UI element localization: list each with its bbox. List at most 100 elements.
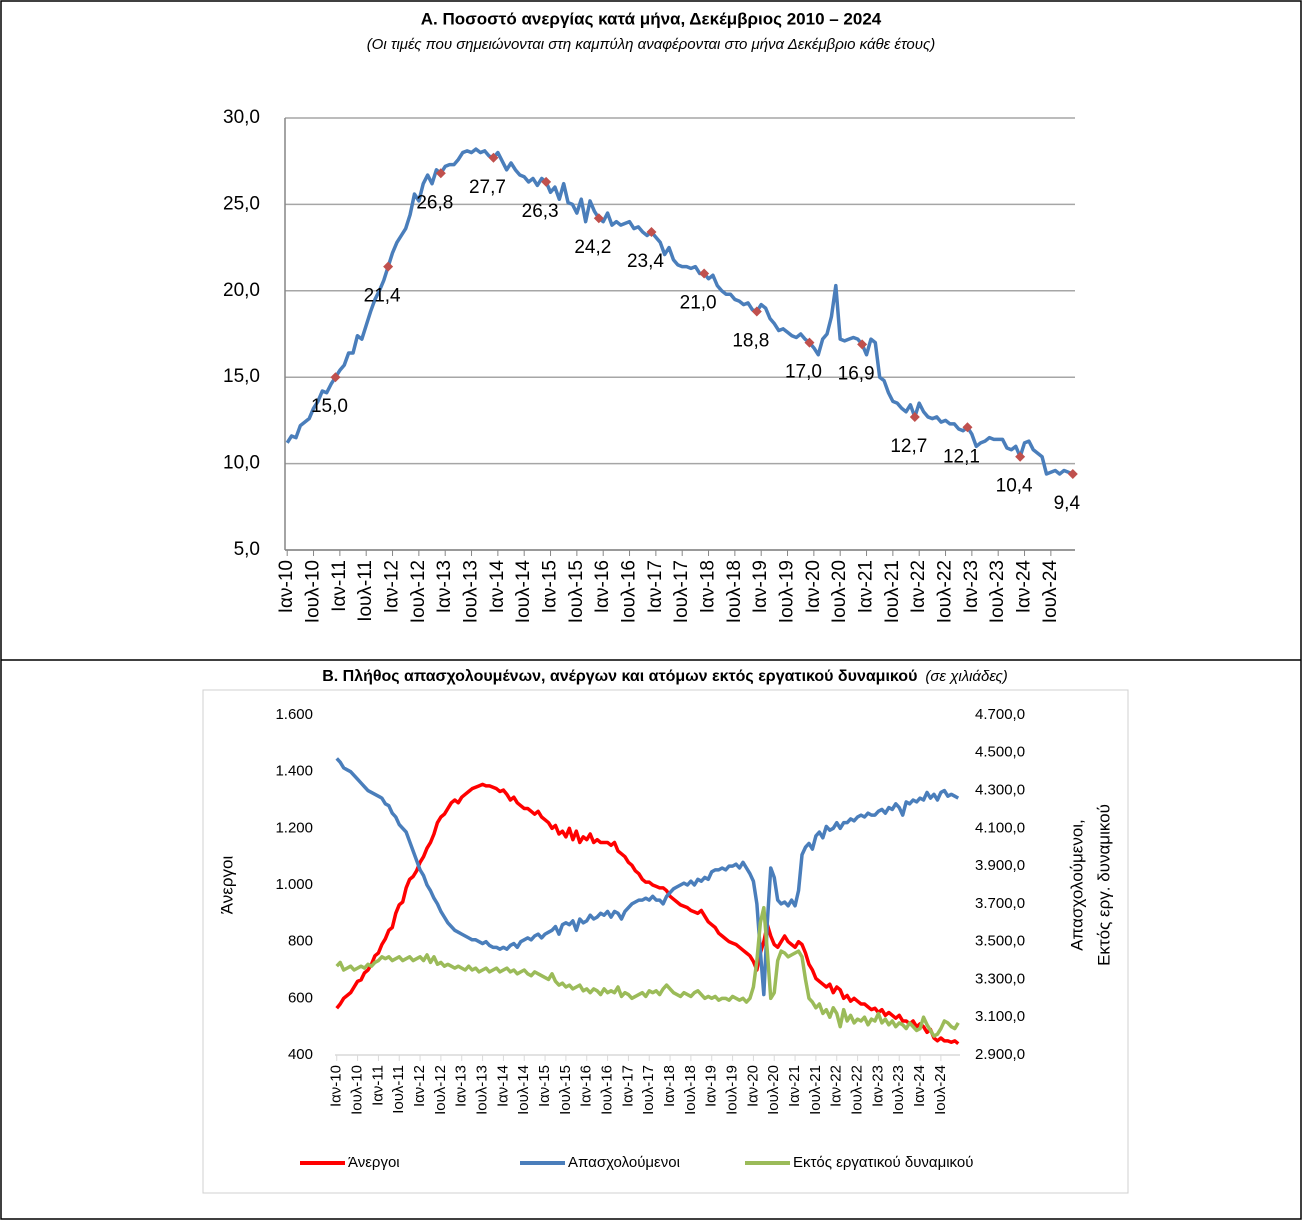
x-tick-label: Ιαν-18 (698, 560, 719, 613)
x-tick-label: Ιαν-16 (578, 1065, 595, 1107)
data-marker (488, 152, 499, 163)
x-tick-label: Ιαν-22 (908, 560, 929, 613)
x-tick-label: Ιαν-22 (828, 1065, 845, 1107)
x-tick-label: Ιαν-13 (434, 560, 455, 613)
x-tick-label: Ιουλ-21 (882, 560, 903, 623)
data-marker (330, 372, 341, 383)
y-tick-label: 5,0 (234, 539, 260, 560)
data-marker (1067, 468, 1078, 479)
x-tick-label: Ιαν-19 (750, 560, 771, 613)
chart-title-note: (σε χιλιάδες) (925, 668, 1007, 685)
x-tick-label: Ιαν-10 (328, 1065, 345, 1107)
data-label: 21,0 (680, 293, 717, 314)
x-tick-label: Ιαν-13 (453, 1065, 470, 1107)
x-tick-label: Ιουλ-23 (890, 1065, 907, 1115)
y-tick-label: 1.400 (275, 763, 313, 780)
y-axis-title: Άνεργοι (217, 856, 236, 915)
data-label: 16,9 (838, 363, 875, 384)
x-tick-label: Ιουλ-13 (474, 1065, 491, 1115)
x-tick-label: Ιαν-15 (536, 1065, 553, 1107)
chart-title: Β. Πλήθος απασχολουμένων, ανέργων και ατ… (322, 668, 1008, 685)
x-tick-label: Ιαν-21 (786, 1065, 803, 1107)
x-tick-label: Ιουλ-12 (432, 1065, 449, 1115)
y2-tick-label: 3.300,0 (975, 970, 1025, 987)
data-marker (541, 176, 552, 187)
x-tick-label: Ιουλ-24 (932, 1065, 949, 1115)
x-tick-label: Ιαν-20 (744, 1065, 761, 1107)
data-line (285, 147, 1074, 476)
x-tick-label: Ιουλ-15 (566, 560, 587, 623)
data-marker (383, 261, 394, 272)
data-line (335, 782, 960, 1046)
x-tick-label: Ιουλ-19 (724, 1065, 741, 1115)
x-tick-label: Ιουλ-17 (640, 1065, 657, 1115)
x-tick-label: Ιουλ-11 (355, 560, 376, 622)
x-tick-label: Ιουλ-10 (349, 1065, 366, 1115)
x-tick-label: Ιαν-18 (661, 1065, 678, 1107)
y2-tick-label: 4.500,0 (975, 744, 1025, 761)
y2-tick-label: 3.500,0 (975, 933, 1025, 950)
y2-axis-title: Απασχολούμενοι, (1067, 819, 1086, 951)
x-tick-label: Ιαν-12 (411, 1065, 428, 1107)
data-label: 17,0 (785, 362, 822, 383)
data-marker (593, 213, 604, 224)
legend-label: Εκτός εργατικού δυναμικού (793, 1154, 973, 1171)
data-label: 26,3 (522, 201, 559, 222)
x-tick-label: Ιουλ-18 (724, 560, 745, 623)
data-marker (909, 411, 920, 422)
y-tick-label: 600 (288, 989, 313, 1006)
x-tick-label: Ιουλ-21 (807, 1065, 824, 1115)
x-tick-label: Ιαν-23 (869, 1065, 886, 1107)
x-tick-label: Ιαν-15 (540, 560, 561, 613)
data-label: 12,7 (890, 436, 927, 457)
y-tick-label: 20,0 (223, 280, 260, 301)
chart-subtitle: (Οι τιμές που σημειώνονται στη καμπύλη α… (367, 36, 936, 53)
data-label: 10,4 (996, 476, 1033, 497)
data-label: 26,8 (416, 192, 453, 213)
x-tick-label: Ιουλ-14 (515, 1065, 532, 1115)
x-tick-label: Ιαν-14 (487, 560, 508, 614)
y2-tick-label: 4.700,0 (975, 706, 1025, 723)
y-tick-label: 10,0 (223, 453, 260, 474)
data-label: 9,4 (1054, 493, 1081, 514)
x-tick-label: Ιουλ-20 (765, 1065, 782, 1115)
x-tick-label: Ιαν-12 (382, 560, 403, 613)
y-tick-label: 1.600 (275, 706, 313, 723)
data-marker (751, 306, 762, 317)
data-label: 15,0 (311, 396, 348, 417)
y-tick-label: 30,0 (223, 107, 260, 128)
y2-tick-label: 3.700,0 (975, 895, 1025, 912)
x-tick-label: Ιουλ-12 (408, 560, 429, 623)
x-tick-label: Ιαν-11 (369, 1065, 386, 1106)
x-tick-label: Ιουλ-14 (513, 560, 534, 624)
x-tick-label: Ιουλ-22 (849, 1065, 866, 1115)
data-marker (435, 168, 446, 179)
data-label: 12,1 (943, 446, 980, 467)
data-marker (646, 227, 657, 238)
data-label: 27,7 (469, 177, 506, 198)
data-marker (857, 339, 868, 350)
x-tick-label: Ιουλ-15 (557, 1065, 574, 1115)
x-tick-label: Ιαν-10 (276, 560, 297, 613)
x-tick-label: Ιαν-23 (961, 560, 982, 613)
x-tick-label: Ιαν-20 (803, 560, 824, 613)
x-tick-label: Ιαν-17 (619, 1065, 636, 1107)
y2-tick-label: 2.900,0 (975, 1046, 1025, 1063)
x-tick-label: Ιαν-21 (856, 560, 877, 613)
y2-tick-label: 4.100,0 (975, 819, 1025, 836)
y2-tick-label: 3.900,0 (975, 857, 1025, 874)
x-tick-label: Ιουλ-18 (682, 1065, 699, 1115)
x-tick-label: Ιουλ-24 (1040, 560, 1061, 624)
y-tick-label: 25,0 (223, 193, 260, 214)
x-tick-label: Ιουλ-17 (671, 560, 692, 623)
x-tick-label: Ιαν-16 (592, 560, 613, 613)
y-tick-label: 1.200 (275, 819, 313, 836)
y-tick-label: 400 (288, 1046, 313, 1063)
data-label: 21,4 (364, 286, 401, 307)
y-tick-label: 15,0 (223, 366, 260, 387)
data-label: 23,4 (627, 251, 664, 272)
x-tick-label: Ιαν-24 (1014, 560, 1035, 614)
data-label: 18,8 (732, 331, 769, 352)
y2-tick-label: 4.300,0 (975, 782, 1025, 799)
